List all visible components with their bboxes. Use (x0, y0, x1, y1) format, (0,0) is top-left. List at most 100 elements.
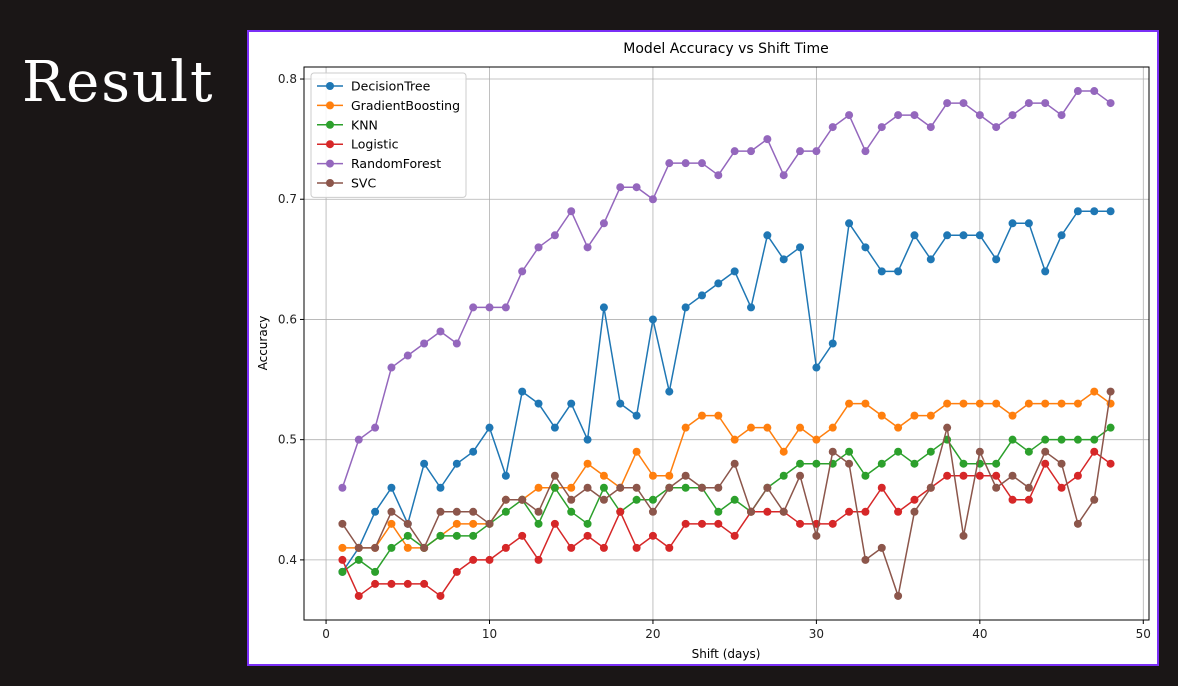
data-point-gradientboosting (763, 423, 772, 432)
data-point-svc (1041, 447, 1050, 456)
data-point-logistic (632, 543, 641, 552)
data-point-logistic (420, 579, 429, 588)
data-point-svc (975, 447, 984, 456)
legend-marker-knn (326, 120, 334, 129)
y-tick-label: 0.6 (278, 312, 297, 326)
data-point-svc (420, 543, 429, 552)
data-point-decisiontree (518, 387, 527, 396)
data-point-gradientboosting (943, 399, 952, 408)
data-point-gradientboosting (403, 543, 412, 552)
data-point-knn (371, 567, 380, 576)
data-point-knn (648, 495, 657, 504)
data-point-logistic (436, 591, 445, 600)
data-point-decisiontree (1090, 207, 1099, 216)
data-point-randomforest (534, 243, 543, 252)
legend-entry-randomforest: RandomForest (317, 156, 441, 171)
data-point-logistic (1106, 459, 1115, 468)
data-point-logistic (1024, 495, 1033, 504)
data-point-decisiontree (550, 423, 559, 432)
data-point-gradientboosting (975, 399, 984, 408)
data-point-gradientboosting (469, 519, 478, 528)
data-point-gradientboosting (1090, 387, 1099, 396)
line-chart: 0 10 20 30 40 50 0.4 0.5 0.6 0.7 0.8 Model Accurac… (256, 41, 1151, 661)
x-tick-label: 40 (972, 627, 987, 641)
data-point-decisiontree (632, 411, 641, 420)
data-point-gradientboosting (1008, 411, 1017, 420)
data-point-logistic (1057, 483, 1066, 492)
data-point-logistic (616, 507, 625, 516)
x-tick-label: 50 (1136, 627, 1151, 641)
data-point-knn (845, 447, 854, 456)
data-point-svc (518, 495, 527, 504)
data-point-decisiontree (943, 231, 952, 240)
data-point-svc (436, 507, 445, 516)
data-point-logistic (894, 507, 903, 516)
data-point-decisiontree (501, 471, 510, 480)
data-point-decisiontree (992, 255, 1001, 264)
data-point-knn (959, 459, 968, 468)
data-point-svc (992, 483, 1001, 492)
data-point-svc (354, 543, 363, 552)
data-point-randomforest (1024, 99, 1033, 108)
data-point-gradientboosting (1024, 399, 1033, 408)
data-point-randomforest (1041, 99, 1050, 108)
data-point-logistic (1090, 447, 1099, 456)
data-point-gradientboosting (714, 411, 723, 420)
legend-marker-svc (326, 179, 334, 187)
data-point-logistic (845, 507, 854, 516)
data-point-decisiontree (714, 279, 723, 288)
y-axis-label: Accuracy (256, 316, 270, 371)
data-point-decisiontree (763, 231, 772, 240)
data-point-decisiontree (926, 255, 935, 264)
data-point-decisiontree (534, 399, 543, 408)
data-point-decisiontree (959, 231, 968, 240)
data-point-logistic (518, 531, 527, 540)
data-point-svc (1057, 459, 1066, 468)
data-point-svc (812, 531, 821, 540)
data-point-knn (894, 447, 903, 456)
data-point-decisiontree (1057, 231, 1066, 240)
data-point-logistic (648, 531, 657, 540)
data-point-logistic (469, 555, 478, 564)
data-point-randomforest (567, 207, 576, 216)
data-point-gradientboosting (894, 423, 903, 432)
data-point-decisiontree (583, 435, 592, 444)
grid-lines (304, 67, 1149, 620)
data-point-knn (1106, 423, 1115, 432)
data-point-knn (796, 459, 805, 468)
data-point-decisiontree (1106, 207, 1115, 216)
data-point-decisiontree (975, 231, 984, 240)
data-point-gradientboosting (567, 483, 576, 492)
data-point-decisiontree (387, 483, 396, 492)
data-point-svc (681, 471, 690, 480)
data-point-decisiontree (1073, 207, 1082, 216)
data-point-logistic (714, 519, 723, 528)
data-point-knn (1090, 435, 1099, 444)
data-point-gradientboosting (812, 435, 821, 444)
data-point-logistic (1008, 495, 1017, 504)
series-randomforest (338, 87, 1115, 492)
data-point-randomforest (1008, 111, 1017, 120)
data-point-knn (1008, 435, 1017, 444)
y-tick-label: 0.8 (278, 72, 297, 86)
data-point-randomforest (616, 183, 625, 192)
data-point-knn (877, 459, 886, 468)
data-point-randomforest (681, 159, 690, 168)
data-point-logistic (338, 555, 347, 564)
data-point-svc (583, 483, 592, 492)
data-point-decisiontree (485, 423, 494, 432)
data-point-knn (567, 507, 576, 516)
legend-label-decisiontree: DecisionTree (351, 79, 431, 94)
legend-label-gradientboosting: GradientBoosting (351, 98, 460, 113)
data-point-randomforest (338, 483, 347, 492)
data-point-randomforest (648, 195, 657, 204)
data-point-randomforest (697, 159, 706, 168)
data-point-svc (861, 555, 870, 564)
data-point-logistic (877, 483, 886, 492)
data-point-logistic (403, 579, 412, 588)
data-point-gradientboosting (1073, 399, 1082, 408)
data-point-svc (894, 591, 903, 600)
data-point-randomforest (485, 303, 494, 312)
data-point-knn (779, 471, 788, 480)
data-point-knn (354, 555, 363, 564)
